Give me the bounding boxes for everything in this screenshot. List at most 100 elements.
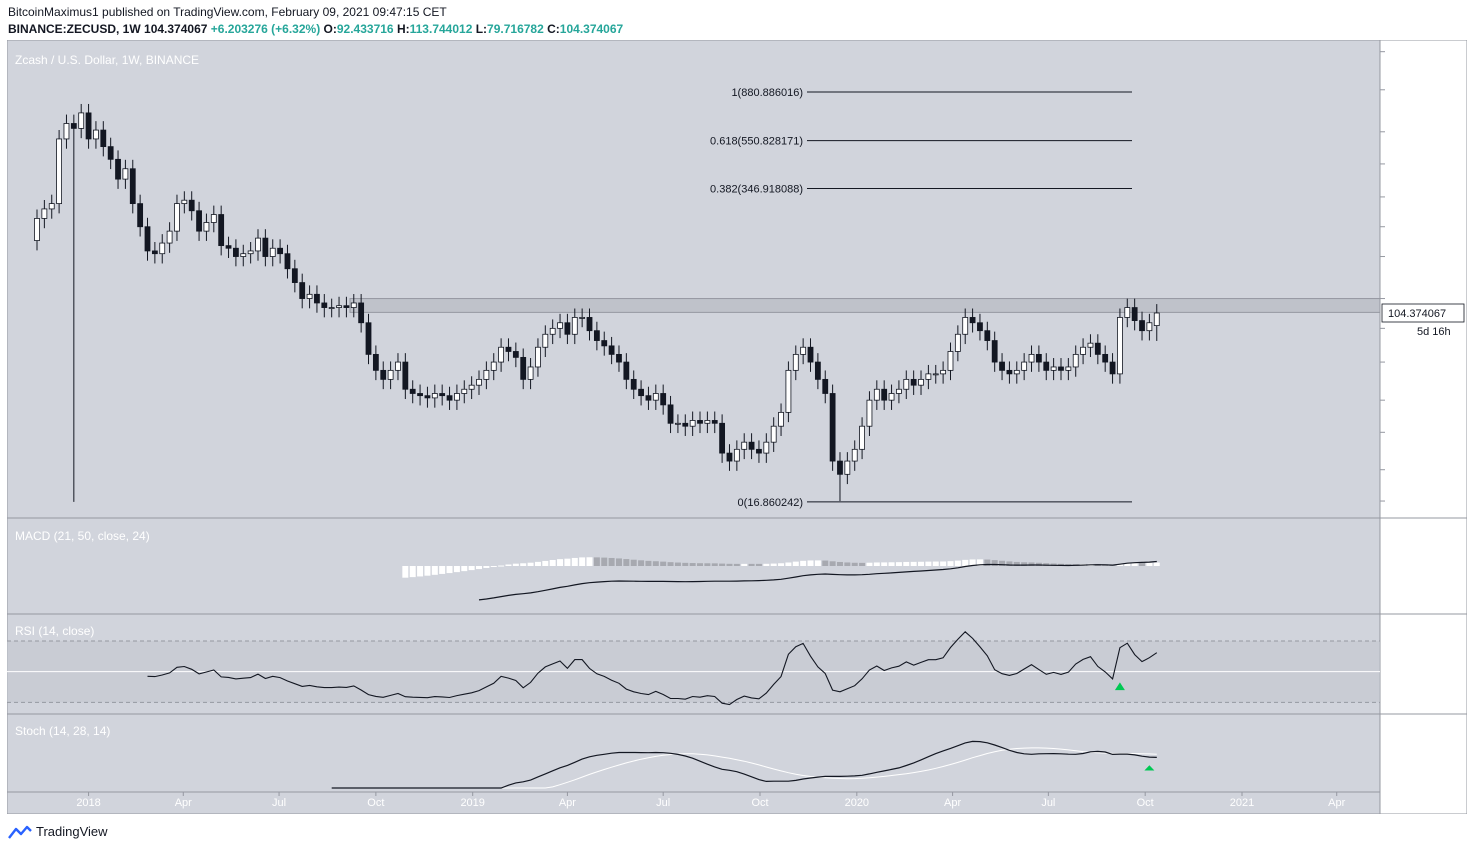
author-name[interactable]: BitcoinMaximus1 xyxy=(8,5,99,19)
macd-histogram-bar xyxy=(910,561,917,566)
macd-histogram-bar xyxy=(652,561,659,566)
candle-body xyxy=(395,361,401,371)
candle-body xyxy=(1124,307,1131,318)
candle-body xyxy=(918,378,924,386)
macd-histogram-bar xyxy=(704,563,711,566)
candle-body xyxy=(446,395,453,401)
candle-body xyxy=(159,242,166,255)
macd-histogram-bar xyxy=(940,561,947,566)
candle-body xyxy=(100,129,107,148)
macd-histogram-bar xyxy=(763,563,770,566)
fib-level-label: 0.382(346.918088) xyxy=(710,184,803,196)
high-label: H: xyxy=(396,22,410,36)
tradingview-brand[interactable]: TradingView xyxy=(8,824,108,839)
candle-body xyxy=(969,317,976,324)
macd-histogram-bar xyxy=(947,561,954,566)
fib-level-label: 1(880.886016) xyxy=(731,87,803,99)
candle-body xyxy=(1146,322,1153,332)
candle-body xyxy=(638,388,644,397)
time-tick-label: 2021 xyxy=(1230,797,1254,809)
candle-body xyxy=(947,351,954,371)
candle-body xyxy=(1043,361,1050,371)
macd-histogram-bar xyxy=(726,563,733,566)
candle-body xyxy=(387,369,394,380)
macd-histogram-bar xyxy=(512,563,519,566)
macd-histogram-bar xyxy=(829,561,836,566)
macd-histogram-bar xyxy=(778,563,785,566)
macd-histogram-bar xyxy=(424,566,431,576)
candle-body xyxy=(962,317,969,335)
price-change: +6.203276 (+6.32%) xyxy=(210,22,321,36)
candle-body xyxy=(468,384,475,390)
candle-body xyxy=(807,346,814,363)
time-tick-label: Jul xyxy=(656,797,670,809)
candle-body xyxy=(601,340,608,347)
time-tick-label: 2020 xyxy=(845,797,869,809)
candle-body xyxy=(520,356,527,380)
macd-histogram-bar xyxy=(505,564,512,566)
candle-body xyxy=(277,247,284,255)
macd-histogram-bar xyxy=(630,559,637,566)
candle-body xyxy=(903,378,910,390)
macd-histogram-bar xyxy=(439,566,446,574)
candle-body xyxy=(770,425,777,443)
price-tick-label: 120.000000 xyxy=(1391,294,1449,306)
macd-histogram-bar xyxy=(645,560,652,566)
low-label: L: xyxy=(475,22,488,36)
brand-name: TradingView xyxy=(36,824,108,839)
macd-histogram-bar xyxy=(1028,562,1035,566)
candle-body xyxy=(1131,307,1138,321)
time-tick-label: Apr xyxy=(944,797,961,809)
macd-histogram-bar xyxy=(733,563,740,566)
candle-body xyxy=(564,322,571,335)
macd-histogram-bar xyxy=(881,562,888,566)
candle-body xyxy=(925,373,932,380)
macd-histogram-bar xyxy=(991,560,998,566)
candle-body xyxy=(932,373,939,376)
time-tick-label: Apr xyxy=(559,797,576,809)
candle-body xyxy=(85,112,92,140)
candle-body xyxy=(616,353,622,363)
macd-histogram-bar xyxy=(453,566,460,573)
macd-histogram-bar xyxy=(520,563,527,566)
last-price: 104.374067 xyxy=(144,22,208,36)
chart-area[interactable]: Zcash / U.S. Dollar, 1W, BINANCE MACD (2… xyxy=(6,39,1468,815)
macd-histogram-bar xyxy=(431,566,438,575)
candle-body xyxy=(424,395,431,399)
candle-body xyxy=(262,237,269,257)
candle-body xyxy=(822,378,829,394)
rsi-bullish-divergence-arrow-icon xyxy=(1114,682,1125,691)
candle-body xyxy=(1035,353,1042,363)
candle-body xyxy=(881,388,888,401)
chart-svg[interactable]: Zcash / U.S. Dollar, 1W, BINANCE MACD (2… xyxy=(6,39,1468,815)
fib-level-label: 0.618(550.828171) xyxy=(710,136,803,148)
macd-histogram-bar xyxy=(962,559,969,566)
rsi-tick-label: 40.00 xyxy=(1399,682,1427,694)
stoch-pane-label: Stoch (14, 28, 14) xyxy=(15,724,110,738)
time-tick-label: Oct xyxy=(367,797,384,809)
candle-body xyxy=(630,378,637,390)
candle-body xyxy=(166,230,173,244)
macd-histogram-bar xyxy=(697,563,704,566)
macd-histogram-bar xyxy=(542,560,549,566)
macd-histogram-bar xyxy=(770,563,777,566)
macd-histogram-bar xyxy=(711,563,718,566)
candle-body xyxy=(343,305,350,308)
macd-histogram-bar xyxy=(1116,563,1123,566)
candle-body xyxy=(1050,366,1057,371)
macd-histogram-bar xyxy=(682,562,689,566)
macd-histogram-bar xyxy=(483,566,490,568)
price-tick-label: 240.000000 xyxy=(1391,222,1449,234)
candle-body xyxy=(78,112,85,129)
candle-body xyxy=(763,441,770,454)
candle-body xyxy=(225,245,232,249)
price-tick-label: 45.000000 xyxy=(1391,395,1443,407)
candle-body xyxy=(940,369,947,375)
candle-body xyxy=(115,158,121,180)
macd-histogram-bar xyxy=(836,561,843,566)
candle-body xyxy=(814,361,821,380)
macd-histogram-bar xyxy=(1006,561,1013,566)
candle-body xyxy=(859,425,865,450)
candle-body xyxy=(358,302,365,324)
candle-body xyxy=(490,361,497,371)
